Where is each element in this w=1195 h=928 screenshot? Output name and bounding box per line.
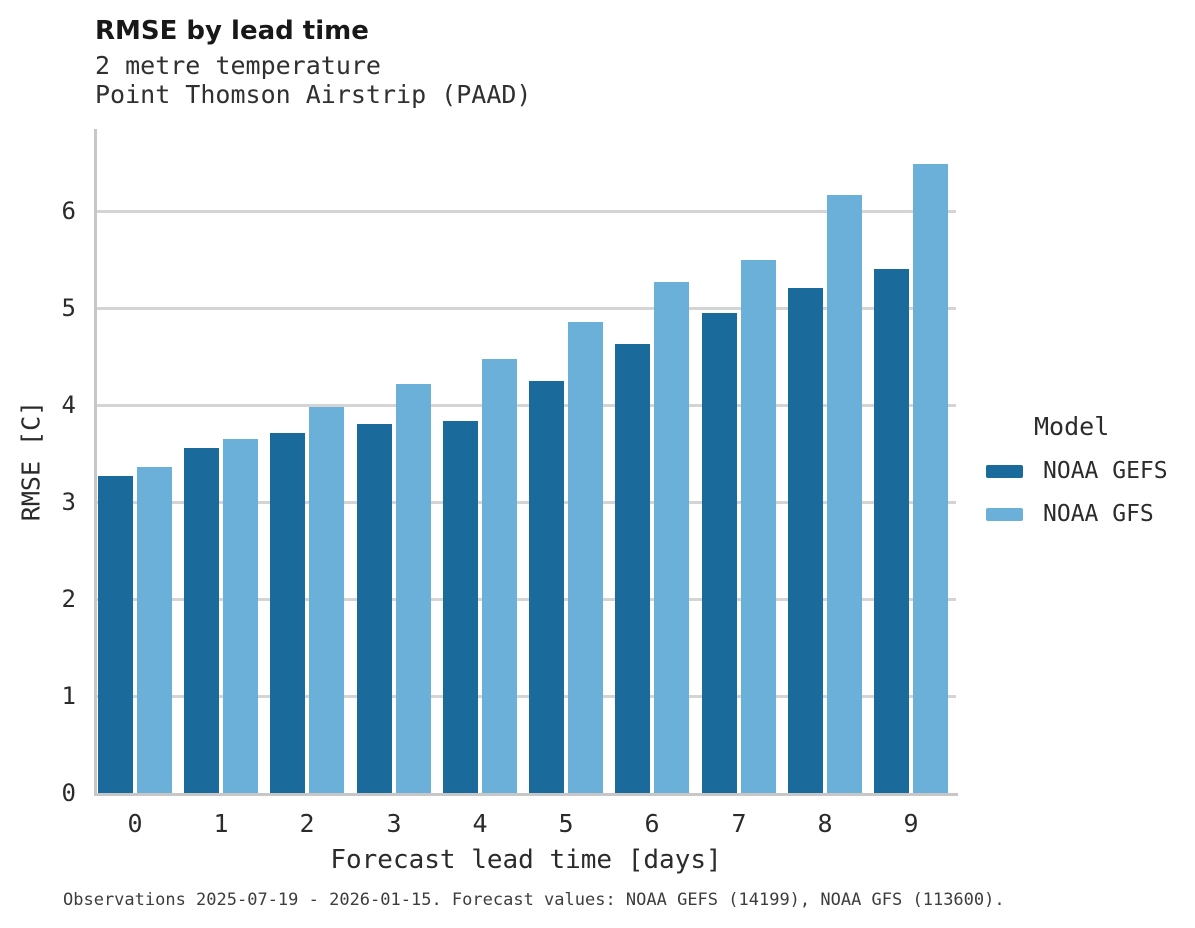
bar-noaa-gefs-day-0 bbox=[98, 476, 133, 793]
y-tick-label: 4 bbox=[61, 391, 76, 419]
x-tick-label-1: 1 bbox=[213, 809, 229, 838]
bar-noaa-gefs-day-6 bbox=[615, 344, 650, 793]
x-tick-label-8: 8 bbox=[817, 809, 833, 838]
legend-swatch-noaa-gefs bbox=[986, 464, 1023, 478]
bar-noaa-gfs-day-1 bbox=[223, 439, 258, 793]
bar-noaa-gfs-day-8 bbox=[827, 195, 862, 793]
bar-noaa-gefs-day-9 bbox=[874, 269, 909, 793]
y-gridline-3 bbox=[97, 501, 956, 504]
x-tick-label-9: 9 bbox=[903, 809, 919, 838]
bar-noaa-gfs-day-0 bbox=[137, 467, 172, 793]
legend-swatch-noaa-gfs bbox=[986, 507, 1023, 521]
y-tick-label: 5 bbox=[61, 294, 76, 322]
bar-noaa-gfs-day-7 bbox=[741, 260, 776, 794]
y-tick-label: 6 bbox=[61, 197, 76, 225]
x-tick-label-2: 2 bbox=[299, 809, 315, 838]
bar-noaa-gfs-day-6 bbox=[654, 282, 689, 793]
y-gridline-4 bbox=[97, 404, 956, 407]
footer-caption: Observations 2025-07-19 - 2026-01-15. Fo… bbox=[63, 890, 1005, 910]
x-tick-label-5: 5 bbox=[558, 809, 574, 838]
bar-noaa-gefs-day-4 bbox=[443, 421, 478, 793]
y-gridline-1 bbox=[97, 695, 956, 698]
bar-noaa-gfs-day-9 bbox=[913, 164, 948, 793]
y-tick-label: 0 bbox=[61, 779, 76, 807]
x-tick-label-0: 0 bbox=[127, 809, 143, 838]
bar-noaa-gfs-day-2 bbox=[309, 407, 344, 793]
y-tick-label: 3 bbox=[61, 488, 76, 516]
y-tick-label: 1 bbox=[61, 682, 76, 710]
bar-noaa-gefs-day-3 bbox=[357, 424, 392, 793]
x-axis-title: Forecast lead time [days] bbox=[330, 845, 722, 875]
chart-subtitle-station: Point Thomson Airstrip (PAAD) bbox=[95, 80, 532, 109]
y-tick-label: 2 bbox=[61, 585, 76, 613]
bar-noaa-gefs-day-1 bbox=[184, 448, 219, 793]
y-axis-title: RMSE [C] bbox=[16, 400, 46, 522]
bar-noaa-gfs-day-4 bbox=[482, 359, 517, 793]
x-axis-line bbox=[94, 793, 958, 796]
legend-item: NOAA GFS bbox=[986, 501, 1195, 527]
legend-item-label: NOAA GFS bbox=[1043, 501, 1154, 527]
x-tick-label-7: 7 bbox=[731, 809, 747, 838]
bar-noaa-gefs-day-8 bbox=[788, 288, 823, 793]
bar-noaa-gefs-day-5 bbox=[529, 381, 564, 793]
legend-title: Model bbox=[1034, 412, 1110, 441]
bar-noaa-gfs-day-3 bbox=[396, 384, 431, 793]
y-axis-line bbox=[94, 129, 97, 796]
chart-subtitle-variable: 2 metre temperature bbox=[95, 51, 381, 80]
legend-item-label: NOAA GEFS bbox=[1043, 458, 1168, 484]
bar-noaa-gefs-day-2 bbox=[270, 433, 305, 793]
bar-noaa-gefs-day-7 bbox=[702, 313, 737, 793]
y-gridline-2 bbox=[97, 598, 956, 601]
legend-item: NOAA GEFS bbox=[986, 458, 1195, 484]
x-tick-label-3: 3 bbox=[386, 809, 402, 838]
y-gridline-6 bbox=[97, 210, 956, 213]
bar-noaa-gfs-day-5 bbox=[568, 322, 603, 793]
y-gridline-5 bbox=[97, 307, 956, 310]
x-tick-label-4: 4 bbox=[472, 809, 488, 838]
x-tick-label-6: 6 bbox=[644, 809, 660, 838]
legend: Model NOAA GEFS NOAA GFS bbox=[986, 412, 1195, 527]
page-title: RMSE by lead time bbox=[95, 16, 369, 46]
